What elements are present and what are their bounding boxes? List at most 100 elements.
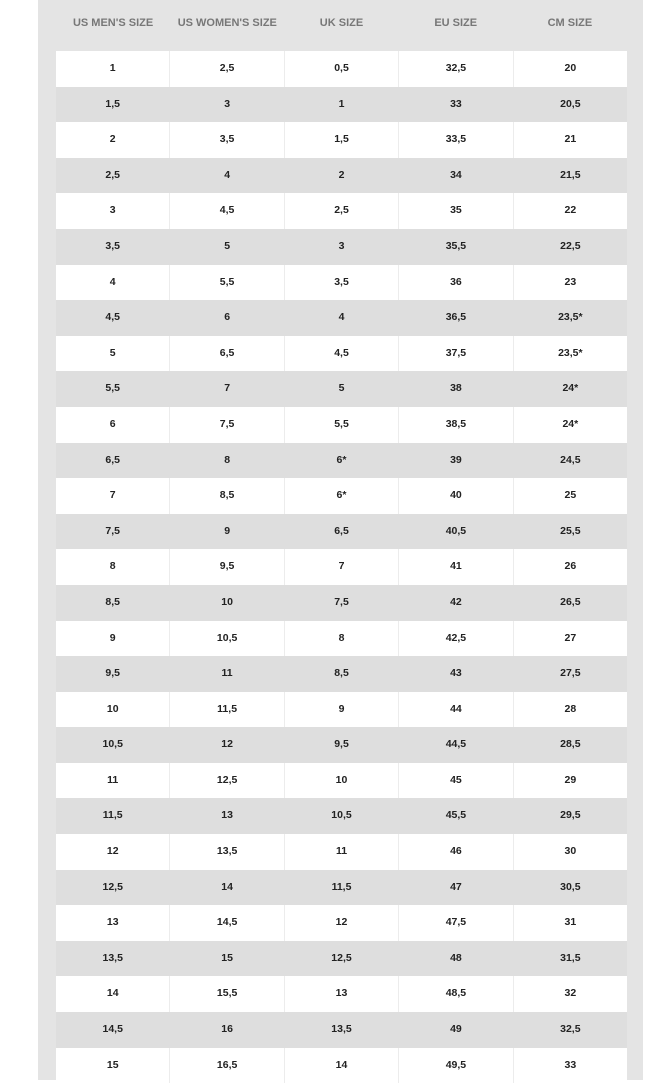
table-row: 14 15,5 13 48,5 32 [56, 976, 627, 1013]
cell-uk: 9,5 [285, 727, 400, 763]
cell-us-women: 9,5 [170, 549, 285, 585]
cell-eu: 43 [399, 656, 514, 692]
cell-uk: 5 [285, 371, 400, 407]
header-eu: EU SIZE [434, 17, 478, 29]
cell-us-men: 8,5 [56, 584, 171, 621]
cell-uk: 4 [285, 300, 400, 336]
table-header: US MEN'S SIZE US WOMEN'S SIZE UK SIZE EU… [56, 0, 627, 51]
cell-us-men: 4,5 [56, 300, 171, 336]
table-row: 3 4,5 2,5 35 22 [56, 193, 627, 229]
cell-cm: 27,5 [560, 667, 581, 680]
cell-cm: 24* [562, 382, 579, 395]
table-row: 4,5 6 4 36,5 23,5* [56, 300, 627, 336]
cell-us-men: 8 [56, 549, 171, 585]
header-cm: CM SIZE [547, 17, 593, 29]
table-row: 6 7,5 5,5 38,5 24* [56, 406, 627, 443]
cell-us-women: 8 [170, 442, 285, 479]
cell-eu: 44 [399, 691, 514, 728]
table-row: 13 14,5 12 47,5 31 [56, 905, 627, 941]
cell-eu: 48 [399, 940, 514, 977]
cell-uk: 8 [285, 620, 400, 657]
cell-us-women: 16 [170, 1012, 285, 1048]
table-row: 11,5 13 10,5 45,5 29,5 [56, 798, 627, 835]
cell-eu: 37,5 [399, 335, 514, 372]
cell-us-men: 15 [56, 1047, 171, 1083]
table-row: 14,5 16 13,5 49 32,5 [56, 1012, 627, 1048]
cell-us-women: 8,5 [170, 478, 285, 514]
cell-us-men: 14 [56, 976, 171, 1013]
cell-cm: 32 [564, 987, 577, 1000]
cell-us-men: 11,5 [56, 798, 171, 835]
cell-us-women: 3,5 [170, 122, 285, 158]
cell-us-women: 14,5 [170, 905, 285, 941]
cell-us-men: 4 [56, 264, 171, 301]
cell-cm: 27 [564, 631, 577, 644]
cell-us-women: 5,5 [170, 264, 285, 301]
cell-us-men: 14,5 [56, 1012, 171, 1048]
cell-uk: 11,5 [285, 869, 400, 906]
table-row: 15 16,5 14 49,5 33 [56, 1047, 627, 1083]
cell-eu: 44,5 [399, 727, 514, 763]
cell-us-men: 2,5 [56, 157, 171, 194]
table-row: 3,5 5 3 35,5 22,5 [56, 228, 627, 265]
cell-us-men: 6 [56, 406, 171, 443]
cell-us-men: 5 [56, 335, 171, 372]
cell-us-men: 9,5 [56, 656, 171, 692]
cell-eu: 49,5 [399, 1047, 514, 1083]
cell-us-men: 3,5 [56, 228, 171, 265]
table-row: 5 6,5 4,5 37,5 23,5* [56, 335, 627, 372]
cell-uk: 4,5 [285, 335, 400, 372]
cell-eu: 42 [399, 584, 514, 621]
cell-us-women: 3 [170, 86, 285, 123]
table-row: 7 8,5 6* 40 25 [56, 478, 627, 514]
cell-us-men: 5,5 [56, 371, 171, 407]
cell-cm: 25 [564, 489, 577, 502]
cell-eu: 47,5 [399, 905, 514, 941]
cell-eu: 32,5 [399, 51, 514, 87]
cell-cm: 24* [562, 417, 579, 430]
cell-eu: 36,5 [399, 300, 514, 336]
cell-cm: 26,5 [560, 595, 581, 608]
cell-us-men: 12,5 [56, 869, 171, 906]
cell-us-women: 15 [170, 940, 285, 977]
cell-us-men: 7 [56, 478, 171, 514]
cell-eu: 42,5 [399, 620, 514, 657]
cell-us-women: 9 [170, 513, 285, 550]
cell-us-men: 1 [56, 51, 171, 87]
table-row: 1 2,5 0,5 32,5 20 [56, 51, 627, 87]
cell-cm: 21,5 [560, 168, 581, 181]
cell-cm: 23,5* [558, 311, 583, 324]
cell-uk: 9 [285, 691, 400, 728]
cell-eu: 38,5 [399, 406, 514, 443]
table-row: 6,5 8 6* 39 24,5 [56, 442, 627, 479]
cell-us-women: 11 [170, 656, 285, 692]
cell-eu: 47 [399, 869, 514, 906]
cell-uk: 1,5 [285, 122, 400, 158]
cell-us-women: 11,5 [170, 691, 285, 728]
cell-eu: 45 [399, 762, 514, 799]
cell-uk: 6* [285, 442, 400, 479]
cell-us-men: 10,5 [56, 727, 171, 763]
cell-uk: 14 [285, 1047, 400, 1083]
size-chart-panel: US MEN'S SIZE US WOMEN'S SIZE UK SIZE EU… [38, 0, 643, 1083]
cell-us-men: 9 [56, 620, 171, 657]
table-body: 1 2,5 0,5 32,5 20 1,5 3 1 33 20,5 2 3,5 1,5 33,5 21 2,5… [56, 51, 627, 1083]
table-row: 11 12,5 10 45 29 [56, 762, 627, 799]
cell-us-women: 6 [170, 300, 285, 336]
cell-eu: 45,5 [399, 798, 514, 835]
cell-uk: 11 [285, 834, 400, 870]
cell-us-men: 12 [56, 834, 171, 870]
cell-eu: 39 [399, 442, 514, 479]
header-us-men: US MEN'S SIZE [72, 17, 154, 29]
table-row: 13,5 15 12,5 48 31,5 [56, 940, 627, 977]
cell-eu: 35,5 [399, 228, 514, 265]
cell-eu: 33,5 [399, 122, 514, 158]
cell-eu: 46 [399, 834, 514, 870]
cell-us-men: 1,5 [56, 86, 171, 123]
cell-us-men: 13 [56, 905, 171, 941]
cell-us-women: 12 [170, 727, 285, 763]
cell-cm: 28,5 [560, 738, 581, 751]
cell-us-women: 12,5 [170, 762, 285, 799]
cell-us-women: 6,5 [170, 335, 285, 372]
cell-cm: 22,5 [560, 239, 581, 252]
